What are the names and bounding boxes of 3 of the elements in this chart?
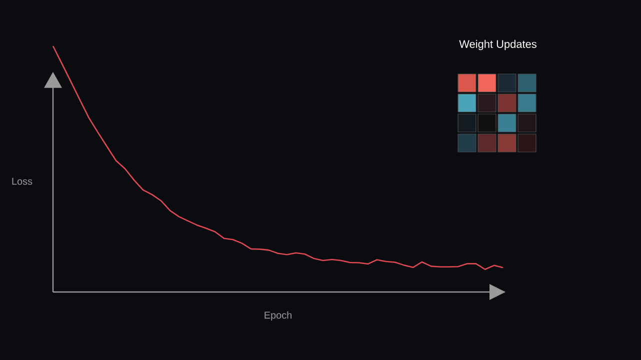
y-axis-title: Loss [12,178,32,185]
annotation: Weight Updates [459,40,536,50]
x-axis-title: Epoch [264,311,292,321]
